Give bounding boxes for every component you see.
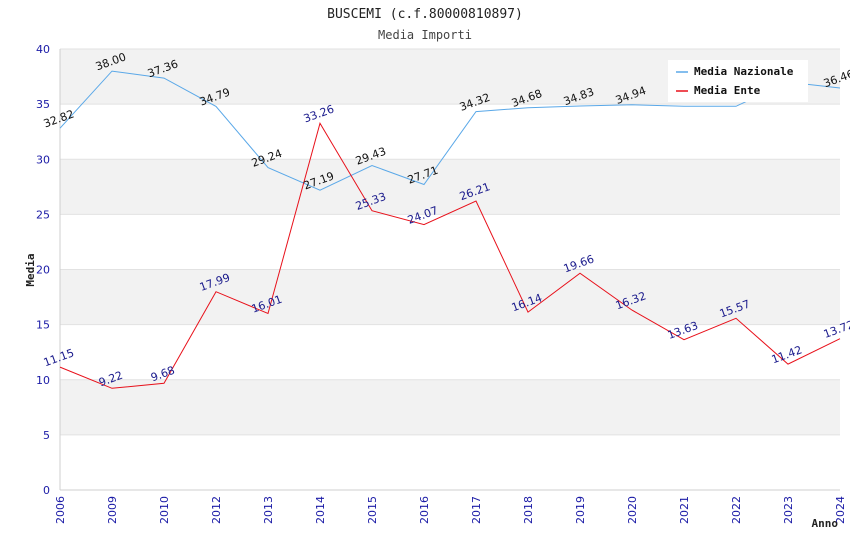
- x-tick-label: 2022: [730, 496, 743, 524]
- x-axis-label: Anno: [812, 517, 839, 530]
- x-tick-label: 2021: [678, 496, 691, 524]
- background-bands: [60, 49, 840, 490]
- x-tick-label: 2015: [366, 496, 379, 524]
- grid-band: [60, 159, 840, 215]
- legend-label-media-nazionale: Media Nazionale: [694, 65, 794, 78]
- x-tick-label: 2020: [626, 496, 639, 524]
- chart-subtitle: Media Importi: [378, 28, 472, 42]
- grid-band: [60, 324, 840, 380]
- y-tick-label: 35: [36, 98, 50, 111]
- x-tick-label: 2016: [418, 496, 431, 524]
- grid-band: [60, 214, 840, 270]
- chart-title: BUSCEMI (c.f.80000810897): [327, 7, 523, 22]
- y-tick-label: 10: [36, 374, 50, 387]
- x-tick-label: 2006: [54, 496, 67, 524]
- legend-box: [668, 60, 808, 102]
- x-tick-label: 2017: [470, 496, 483, 524]
- y-tick-label: 15: [36, 319, 50, 332]
- x-tick-label: 2018: [522, 496, 535, 524]
- x-tick-label: 2023: [782, 496, 795, 524]
- x-tick-label: 2009: [106, 496, 119, 524]
- y-tick-label: 5: [43, 429, 50, 442]
- legend-label-media-ente: Media Ente: [694, 84, 761, 97]
- y-axis-label: Media: [24, 253, 37, 286]
- y-tick-label: 0: [43, 484, 50, 497]
- x-tick-label: 2010: [158, 496, 171, 524]
- x-tick-label: 2014: [314, 496, 327, 524]
- y-tick-label: 20: [36, 264, 50, 277]
- y-tick-label: 40: [36, 43, 50, 56]
- y-ticks: 0 5 10 15 20 25 30 35 40: [36, 43, 50, 497]
- grid-band: [60, 269, 840, 325]
- x-tick-label: 2024: [834, 496, 847, 524]
- y-tick-label: 30: [36, 153, 50, 166]
- series-line-media-nazionale: [59, 70, 841, 191]
- x-tick-label: 2019: [574, 496, 587, 524]
- x-tick-label: 2012: [210, 496, 223, 524]
- grid-band: [60, 379, 840, 435]
- series-line-media-ente: [59, 122, 841, 389]
- x-tick-label: 2013: [262, 496, 275, 524]
- legend: Media Nazionale Media Ente: [668, 60, 808, 102]
- x-ticks: 2006 2009 2010 2012 2013 2014 2015 2016 2017 2018…: [54, 496, 847, 524]
- grid-band: [60, 434, 840, 490]
- series-lines: [59, 70, 841, 389]
- grid-band: [60, 104, 840, 160]
- y-tick-label: 25: [36, 208, 50, 221]
- axes: [59, 49, 840, 491]
